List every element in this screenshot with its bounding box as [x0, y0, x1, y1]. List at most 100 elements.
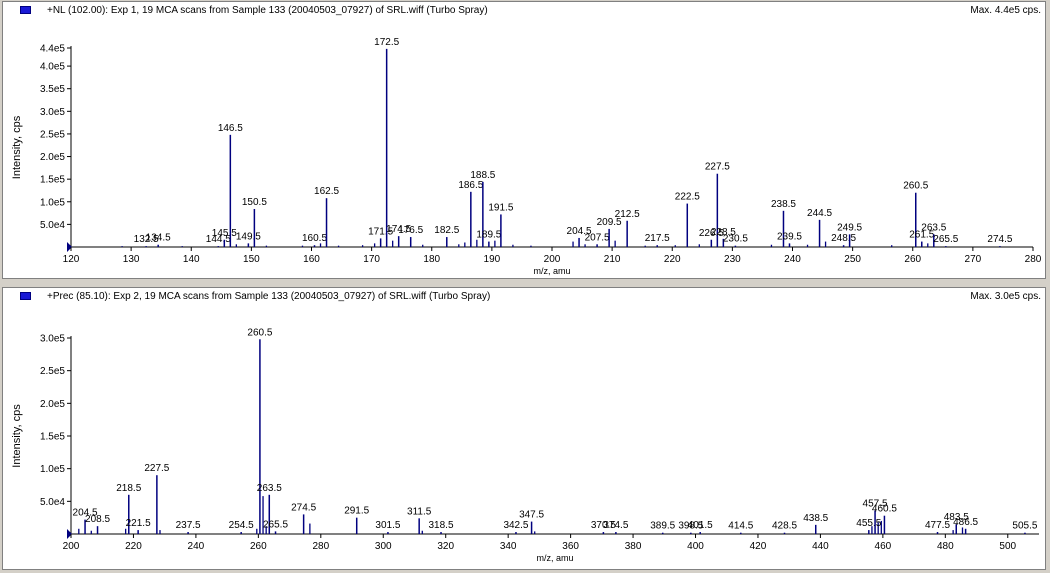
peak-label: 227.5 — [705, 162, 730, 173]
peak-label: 149.5 — [236, 231, 261, 242]
peak-label: 221.5 — [126, 518, 151, 529]
peak-label: 244.5 — [807, 208, 832, 219]
peak-label: 505.5 — [1012, 521, 1037, 532]
x-tick-label: 380 — [625, 541, 642, 552]
peak-label: 249.5 — [837, 222, 862, 233]
x-tick-label: 280 — [1025, 254, 1042, 265]
baseline-marker-icon — [67, 529, 72, 539]
panel-select-marker-icon[interactable] — [20, 292, 31, 300]
x-tick-label: 440 — [812, 541, 829, 552]
peak-label: 174.5 — [386, 224, 411, 235]
peak-label: 274.5 — [291, 502, 316, 513]
y-tick-label: 2.0e5 — [40, 399, 65, 410]
peak-label: 477.5 — [925, 520, 950, 531]
peak-label: 398.5 — [678, 521, 703, 532]
x-tick-label: 130 — [123, 254, 140, 265]
peak-label: 226.5 — [699, 228, 724, 239]
x-tick-label: 500 — [999, 541, 1016, 552]
x-tick-label: 260 — [250, 541, 267, 552]
peak-label: 263.5 — [257, 483, 282, 494]
peak-label: 204.5 — [73, 508, 98, 519]
x-tick-label: 180 — [423, 254, 440, 265]
peak-label: 238.5 — [771, 199, 796, 210]
peak-label: 171.5 — [368, 226, 393, 237]
x-tick-label: 210 — [604, 254, 621, 265]
peak-label: 401.5 — [688, 520, 713, 531]
panel-header: +NL (102.00): Exp 1, 19 MCA scans from S… — [3, 2, 1045, 20]
x-tick-label: 400 — [687, 541, 704, 552]
y-tick-label: 1.0e5 — [40, 197, 65, 208]
peak-label: 414.5 — [728, 521, 753, 532]
spectrum-panel-1[interactable]: +NL (102.00): Exp 1, 19 MCA scans from S… — [2, 1, 1046, 279]
x-tick-label: 230 — [724, 254, 741, 265]
x-tick-label: 300 — [375, 541, 392, 552]
y-tick-label: 1.5e5 — [40, 432, 65, 443]
peak-label: 186.5 — [458, 180, 483, 191]
peak-label: 228.5 — [711, 227, 736, 238]
x-tick-label: 420 — [750, 541, 767, 552]
peak-label: 374.5 — [603, 520, 628, 531]
peak-label: 428.5 — [772, 521, 797, 532]
y-tick-label: 2.5e5 — [40, 366, 65, 377]
x-tick-label: 280 — [312, 541, 329, 552]
peak-label: 217.5 — [645, 233, 670, 244]
y-tick-label: 5.0e4 — [40, 497, 65, 508]
peak-label: 191.5 — [488, 202, 513, 213]
y-tick-label: 3.5e5 — [40, 84, 65, 95]
y-axis-label: Intensity, cps — [11, 115, 23, 179]
peak-label: 301.5 — [375, 520, 400, 531]
max-intensity-label: Max. 3.0e5 cps. — [970, 291, 1041, 302]
y-tick-label: 1.5e5 — [40, 175, 65, 186]
y-tick-label: 3.0e5 — [40, 334, 65, 345]
peak-label: 134.5 — [146, 233, 171, 244]
baseline-marker-icon — [67, 242, 72, 252]
peak-label: 182.5 — [434, 225, 459, 236]
x-tick-label: 160 — [303, 254, 320, 265]
x-tick-label: 240 — [784, 254, 801, 265]
peak-label: 227.5 — [144, 463, 169, 474]
x-tick-label: 260 — [904, 254, 921, 265]
x-tick-label: 220 — [664, 254, 681, 265]
x-tick-label: 340 — [500, 541, 517, 552]
peak-label: 460.5 — [872, 504, 897, 515]
peak-label: 311.5 — [407, 506, 432, 517]
peak-label: 347.5 — [519, 510, 544, 521]
peak-label: 486.5 — [953, 517, 978, 528]
spectrum-panel-2[interactable]: +Prec (85.10): Exp 2, 19 MCA scans from … — [2, 287, 1046, 570]
x-tick-label: 170 — [363, 254, 380, 265]
panel-header: +Prec (85.10): Exp 2, 19 MCA scans from … — [3, 288, 1045, 306]
peak-label: 189.5 — [476, 230, 501, 241]
panel-select-marker-icon[interactable] — [20, 6, 31, 14]
peak-label: 261.5 — [909, 230, 934, 241]
mass-spectrum-chart-1[interactable]: 5.0e4 1.0e5 1.5e5 2.0e5 2.5e5 3.0e5 3.5e5 4.0e5… — [3, 2, 1045, 278]
y-tick-label: 5.0e4 — [40, 220, 65, 231]
x-tick-label: 360 — [562, 541, 579, 552]
x-tick-label: 220 — [125, 541, 142, 552]
peak-label: 212.5 — [615, 209, 640, 220]
y-axis-label: Intensity, cps — [11, 404, 23, 468]
mass-spectrum-chart-2[interactable]: 5.0e4 1.0e5 1.5e5 2.0e5 2.5e5 3.0e5 200 220 240 2… — [3, 288, 1045, 569]
y-tick-label: 4.4e5 — [40, 44, 65, 55]
x-tick-label: 200 — [63, 541, 80, 552]
peak-label: 254.5 — [229, 520, 254, 531]
peak-label: 265.5 — [933, 234, 958, 245]
peak-label: 291.5 — [344, 506, 369, 517]
panel-title: +NL (102.00): Exp 1, 19 MCA scans from S… — [47, 5, 488, 16]
peak-label: 145.5 — [212, 228, 237, 239]
peak-label: 483.5 — [944, 512, 969, 523]
peak-label: 318.5 — [429, 520, 454, 531]
peak-label: 150.5 — [242, 197, 267, 208]
peak-label: 160.5 — [302, 233, 327, 244]
x-axis-label: m/z, amu — [536, 553, 573, 563]
x-tick-label: 140 — [183, 254, 200, 265]
peak-label: 248.5 — [831, 233, 856, 244]
x-tick-label: 120 — [63, 254, 80, 265]
peak-label: 342.5 — [503, 520, 528, 531]
peak-label: 222.5 — [675, 192, 700, 203]
x-tick-label: 320 — [437, 541, 454, 552]
max-intensity-label: Max. 4.4e5 cps. — [970, 5, 1041, 16]
panel-title: +Prec (85.10): Exp 2, 19 MCA scans from … — [47, 291, 491, 302]
peak-label: 218.5 — [116, 483, 141, 494]
y-tick-label: 2.0e5 — [40, 152, 65, 163]
y-tick-label: 4.0e5 — [40, 62, 65, 73]
